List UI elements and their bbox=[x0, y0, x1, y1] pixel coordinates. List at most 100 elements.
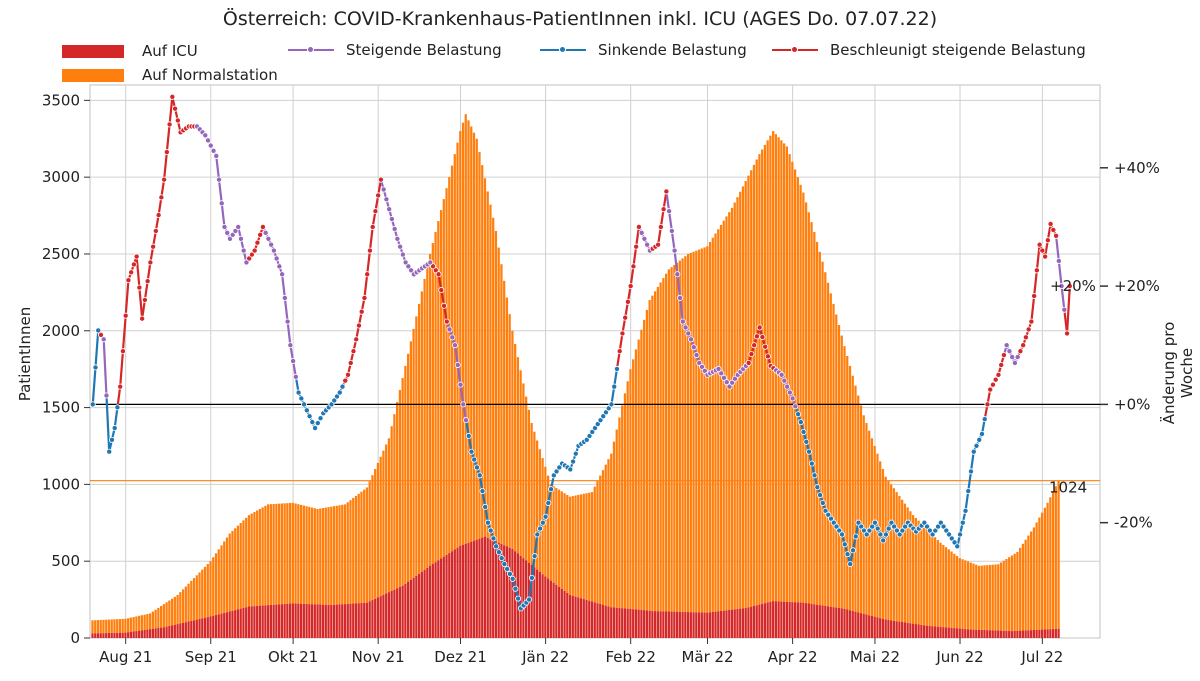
bar-icu bbox=[612, 607, 616, 638]
bar-icu bbox=[673, 611, 676, 638]
weekly-change-segment bbox=[1035, 243, 1041, 272]
bar-icu bbox=[544, 576, 547, 638]
bar-icu bbox=[256, 605, 259, 638]
weekly-change-point bbox=[246, 255, 253, 262]
bar-icu bbox=[385, 593, 388, 638]
weekly-change-point bbox=[369, 223, 376, 230]
weekly-change-point bbox=[443, 318, 450, 325]
bar-icu bbox=[563, 590, 566, 638]
weekly-change-point bbox=[989, 381, 996, 388]
bar-normal bbox=[892, 488, 896, 621]
bar-normal bbox=[357, 493, 360, 604]
bar-icu bbox=[577, 597, 580, 638]
bar-normal bbox=[610, 453, 613, 608]
bar-normal bbox=[1035, 522, 1038, 630]
bar-icu bbox=[354, 603, 358, 638]
y2-tick-label: -20% bbox=[1114, 514, 1153, 532]
bar-icu bbox=[824, 605, 827, 638]
bar-icu bbox=[854, 611, 857, 638]
bar-normal bbox=[1027, 535, 1030, 631]
bar-normal bbox=[741, 186, 745, 609]
bar-normal bbox=[865, 422, 868, 615]
weekly-change-point bbox=[619, 330, 626, 337]
weekly-change-point bbox=[328, 401, 335, 408]
bar-normal bbox=[113, 619, 116, 633]
bar-normal bbox=[105, 619, 108, 634]
bar-icu bbox=[700, 612, 703, 638]
bar-normal bbox=[629, 369, 632, 609]
bar-icu bbox=[173, 624, 176, 638]
bar-icu bbox=[538, 571, 541, 638]
bar-icu bbox=[549, 580, 552, 638]
bar-normal bbox=[708, 242, 712, 613]
bar-icu bbox=[911, 623, 915, 638]
bar-icu bbox=[761, 603, 764, 638]
weekly-change-segment bbox=[1033, 269, 1038, 298]
bar-normal bbox=[94, 620, 97, 634]
bar-normal bbox=[689, 252, 692, 613]
bar-icu bbox=[585, 599, 588, 638]
bar-icu bbox=[582, 599, 585, 638]
bar-icu bbox=[192, 620, 196, 638]
bar-normal bbox=[546, 475, 550, 579]
bar-normal bbox=[352, 498, 355, 604]
bar-normal bbox=[999, 562, 1003, 631]
bar-normal bbox=[953, 553, 956, 629]
weekly-change-point bbox=[970, 448, 977, 455]
bar-normal bbox=[280, 503, 283, 605]
weekly-change-point bbox=[572, 450, 579, 457]
bar-normal bbox=[1013, 553, 1016, 631]
bar-normal bbox=[643, 319, 646, 611]
legend-item-accel: Beschleunigt steigende Belastung bbox=[772, 41, 1086, 59]
bar-normal bbox=[116, 619, 119, 633]
weekly-change-point bbox=[281, 294, 288, 301]
bar-normal bbox=[673, 264, 676, 612]
bar-normal bbox=[1021, 543, 1025, 631]
weekly-change-point bbox=[1017, 348, 1024, 355]
bar-normal bbox=[363, 489, 366, 603]
weekly-change-point bbox=[501, 561, 508, 568]
bar-normal bbox=[964, 560, 967, 630]
bar-normal bbox=[489, 204, 492, 540]
bar-normal bbox=[975, 564, 978, 630]
bar-icu bbox=[643, 610, 646, 638]
bar-icu bbox=[135, 631, 138, 638]
bar-icu bbox=[511, 548, 514, 638]
bar-icu bbox=[579, 598, 583, 638]
bar-normal bbox=[412, 328, 415, 578]
weekly-change-point bbox=[613, 365, 620, 372]
weekly-change-point bbox=[353, 336, 360, 343]
weekly-change-point bbox=[589, 428, 596, 435]
bar-icu bbox=[118, 632, 122, 638]
bar-normal bbox=[991, 564, 994, 631]
weekly-change-segment bbox=[121, 314, 127, 353]
bar-icu bbox=[568, 594, 572, 638]
bar-normal bbox=[939, 542, 942, 627]
bar-icu bbox=[744, 608, 747, 638]
bar-normal bbox=[1010, 555, 1014, 632]
bar-normal bbox=[804, 202, 808, 604]
weekly-change-point bbox=[891, 523, 898, 530]
bar-icu bbox=[736, 609, 739, 638]
bar-normal bbox=[264, 505, 267, 606]
bar-icu bbox=[843, 608, 846, 638]
bar-normal bbox=[750, 170, 753, 607]
bar-normal bbox=[807, 212, 810, 604]
weekly-change-point bbox=[163, 149, 170, 156]
weekly-change-point bbox=[567, 466, 574, 473]
weekly-change-point bbox=[1006, 348, 1013, 355]
bar-normal bbox=[796, 177, 799, 603]
weekly-change-point bbox=[454, 361, 461, 368]
bar-icu bbox=[846, 609, 849, 638]
bar-icu bbox=[788, 601, 791, 638]
bar-normal bbox=[483, 178, 487, 537]
bar-normal bbox=[730, 207, 734, 610]
weekly-change-point bbox=[504, 565, 511, 572]
weekly-change-point bbox=[1058, 283, 1065, 290]
bar-icu bbox=[574, 596, 577, 638]
bar-icu bbox=[91, 633, 94, 638]
bar-icu bbox=[651, 610, 654, 638]
weekly-change-point bbox=[108, 436, 115, 443]
weekly-change-point bbox=[114, 404, 121, 411]
axes: 0 500 1000 1500 2000 2500 3000 3500 Aug 21 Sep 21… bbox=[42, 91, 1160, 666]
